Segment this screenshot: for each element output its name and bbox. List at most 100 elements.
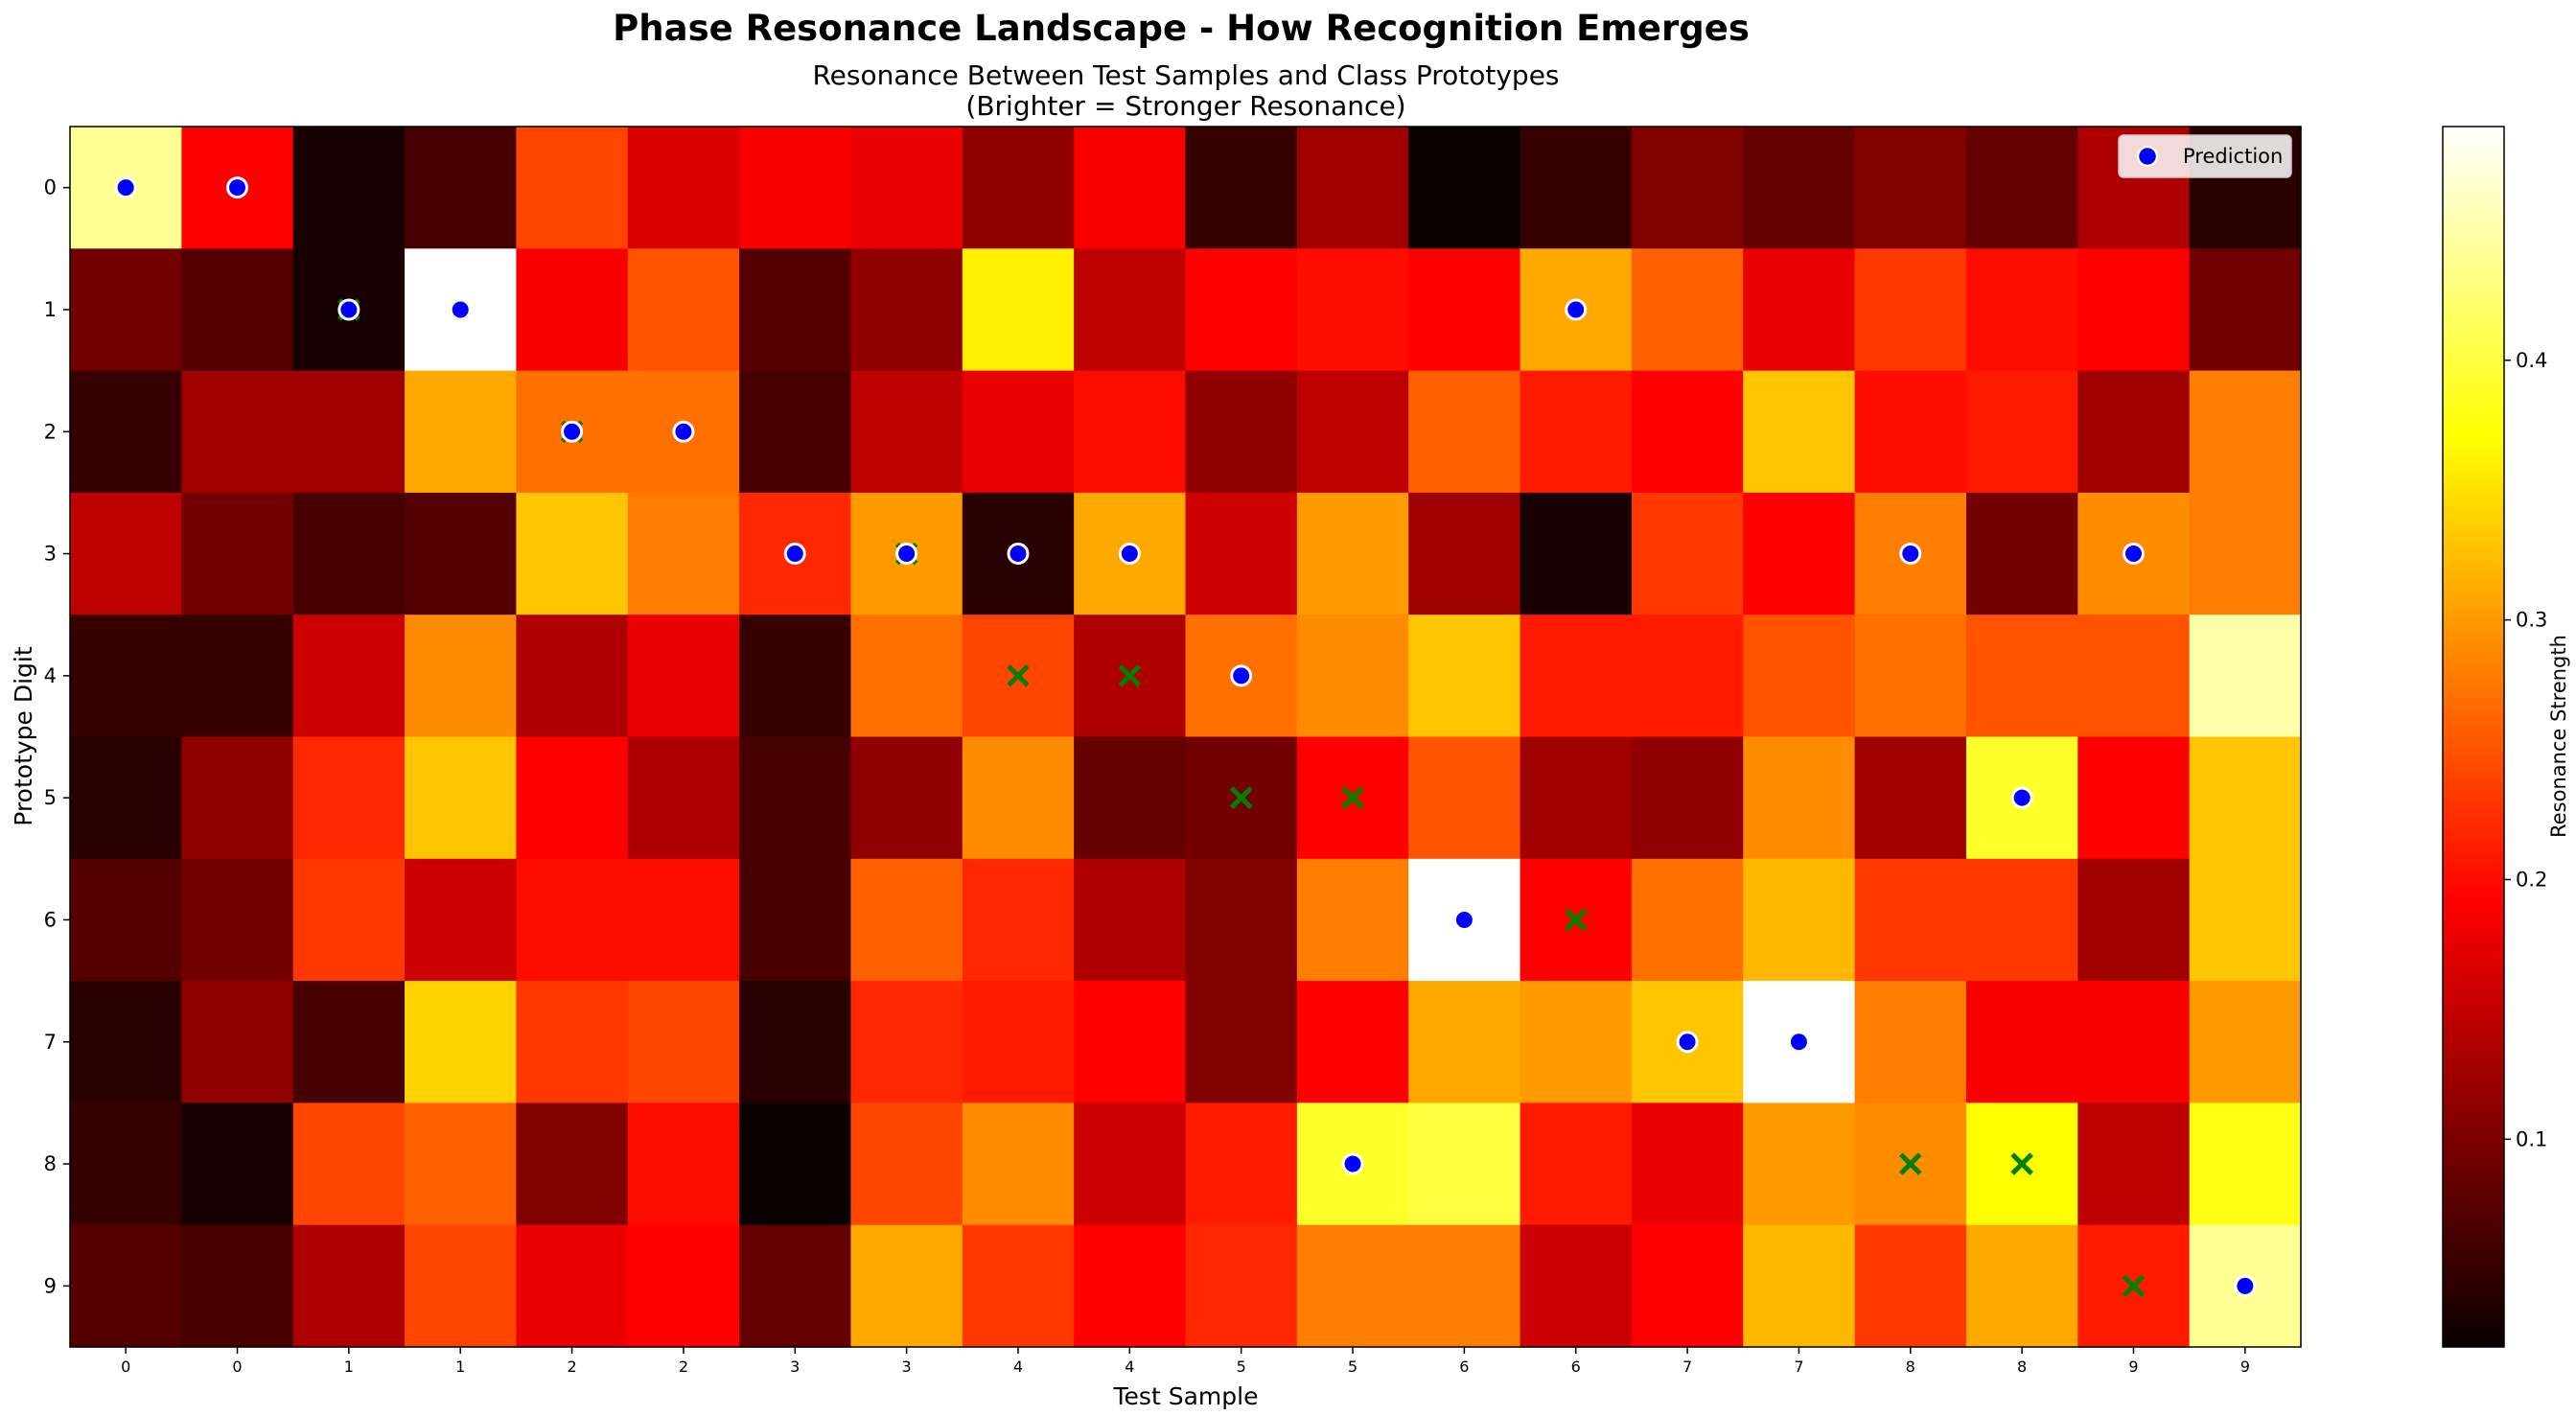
x-tick-label: 5 bbox=[1348, 1358, 1358, 1376]
heatmap-cell bbox=[1408, 127, 1521, 249]
heatmap-cell bbox=[962, 1224, 1075, 1348]
prediction-marker bbox=[337, 298, 360, 321]
x-tick-label: 9 bbox=[2240, 1358, 2250, 1376]
heatmap-cell bbox=[627, 736, 740, 860]
heatmap-cell bbox=[2077, 1103, 2191, 1226]
heatmap-cell bbox=[1631, 1103, 1744, 1226]
prediction-marker bbox=[783, 543, 806, 566]
y-tick-label: 1 bbox=[44, 298, 57, 321]
x-tick-label: 0 bbox=[121, 1358, 130, 1376]
heatmap-cell bbox=[1743, 1224, 1856, 1348]
heatmap-cell bbox=[181, 858, 294, 982]
heatmap-cell bbox=[1185, 1103, 1298, 1226]
heatmap-cell bbox=[739, 370, 852, 494]
heatmap-cell bbox=[1520, 492, 1633, 615]
prediction-marker bbox=[1341, 1152, 1364, 1175]
heatmap-cell bbox=[1408, 248, 1521, 372]
heatmap-cell bbox=[962, 736, 1075, 860]
heatmap-cell bbox=[1631, 248, 1744, 372]
heatmap-cell bbox=[516, 127, 629, 249]
mismatch-x-marker bbox=[1899, 1152, 1922, 1175]
x-tick-label: 7 bbox=[1683, 1358, 1692, 1376]
heatmap-cell bbox=[1185, 492, 1298, 615]
heatmap-cell bbox=[850, 248, 963, 372]
heatmap-cell bbox=[2189, 858, 2302, 982]
heatmap-cell bbox=[1520, 1224, 1633, 1348]
heatmap-cell bbox=[962, 248, 1075, 372]
figure-suptitle: Phase Resonance Landscape - How Recognit… bbox=[613, 8, 1750, 49]
x-axis-ticks: 0 0 1 1 2 2 3 3 4 4 5 5 6 6 7 7 8 8 9 9 bbox=[121, 1347, 2250, 1376]
heatmap-cell bbox=[1965, 981, 2078, 1103]
x-tick-label: 6 bbox=[1571, 1358, 1581, 1376]
heatmap-cell bbox=[850, 736, 963, 860]
heatmap-cell bbox=[2077, 248, 2191, 372]
heatmap-cell bbox=[405, 736, 517, 860]
heatmap-cell bbox=[1185, 1224, 1298, 1348]
heatmap-cell bbox=[1074, 248, 1187, 372]
heatmap-cell bbox=[1185, 127, 1298, 249]
heatmap-cell bbox=[1965, 1224, 2078, 1348]
y-tick-label: 4 bbox=[44, 664, 57, 687]
legend-prediction-marker bbox=[2136, 145, 2159, 168]
prediction-marker bbox=[2010, 786, 2033, 809]
legend-prediction-label: Prediction bbox=[2183, 145, 2283, 168]
heatmap-cell bbox=[516, 1103, 629, 1226]
heatmap-cell bbox=[516, 248, 629, 372]
heatmap-cell bbox=[2189, 981, 2302, 1103]
mismatch-x-marker bbox=[1229, 786, 1253, 809]
x-tick-label: 5 bbox=[1237, 1358, 1246, 1376]
heatmap-cell bbox=[405, 981, 517, 1103]
y-tick-label: 9 bbox=[44, 1274, 57, 1297]
legend-box bbox=[2118, 134, 2292, 178]
heatmap-cell bbox=[1408, 1103, 1521, 1226]
heatmap-cell bbox=[739, 615, 852, 738]
heatmap-cell bbox=[1743, 615, 1856, 738]
prediction-marker bbox=[226, 176, 249, 199]
heatmap-cell bbox=[181, 1224, 294, 1348]
x-tick-label: 2 bbox=[567, 1358, 576, 1376]
heatmap-cell bbox=[1965, 858, 2078, 982]
heatmap-cell bbox=[1965, 370, 2078, 494]
heatmap-cell bbox=[292, 370, 406, 494]
colorbar-tick-label: 0.4 bbox=[2516, 349, 2547, 372]
heatmap-cell bbox=[850, 858, 963, 982]
mismatch-x-stroke bbox=[1564, 908, 1588, 932]
heatmap-cell bbox=[70, 1103, 182, 1226]
heatmap-cell bbox=[1185, 370, 1298, 494]
heatmap-cell bbox=[405, 615, 517, 738]
heatmap-cell bbox=[1185, 858, 1298, 982]
heatmap-cell bbox=[1854, 736, 1967, 860]
heatmap-cell bbox=[70, 736, 182, 860]
heatmap-cell bbox=[1296, 981, 1409, 1103]
x-tick-label: 1 bbox=[344, 1358, 354, 1376]
mismatch-x-stroke bbox=[1007, 664, 1030, 687]
heatmap-cell bbox=[962, 1103, 1075, 1226]
heatmap-cell bbox=[1074, 370, 1187, 494]
heatmap-cell bbox=[1965, 492, 2078, 615]
x-axis-label: Test Sample bbox=[1113, 1382, 1259, 1410]
prediction-marker bbox=[895, 543, 918, 566]
heatmap-cell bbox=[405, 492, 517, 615]
prediction-marker bbox=[1118, 543, 1141, 566]
x-tick-label: 3 bbox=[902, 1358, 912, 1376]
heatmap-cell bbox=[962, 127, 1075, 249]
heatmap-cell bbox=[1520, 615, 1633, 738]
mismatch-x-marker bbox=[1118, 664, 1142, 687]
heatmap-cell bbox=[292, 858, 406, 982]
heatmap-cell bbox=[627, 858, 740, 982]
heatmap-cell bbox=[70, 858, 182, 982]
heatmap-cell bbox=[2189, 736, 2302, 860]
heatmap-cell bbox=[292, 615, 406, 738]
prediction-marker bbox=[114, 176, 137, 199]
heatmap-cell bbox=[1854, 248, 1967, 372]
prediction-marker bbox=[1452, 908, 1475, 931]
heatmap-cell bbox=[1743, 248, 1856, 372]
heatmap-cell bbox=[1074, 1103, 1187, 1226]
heatmap-cell bbox=[1185, 248, 1298, 372]
heatmap-cell bbox=[516, 858, 629, 982]
heatmap-cell bbox=[850, 127, 963, 249]
heatmap-cell bbox=[1743, 1103, 1856, 1226]
heatmap-cell bbox=[1520, 127, 1633, 249]
heatmap-cell bbox=[181, 615, 294, 738]
heatmap-cell bbox=[1520, 1103, 1633, 1226]
